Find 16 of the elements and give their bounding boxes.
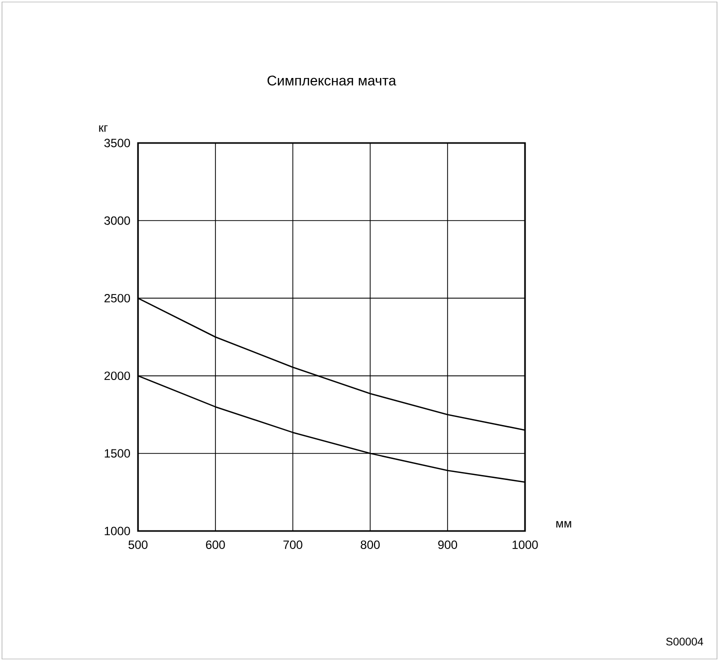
y-tick-label: 1500	[104, 449, 130, 458]
x-tick-label: 900	[438, 540, 458, 549]
y-axis-title: кг	[99, 125, 108, 132]
x-axis-title: мм	[556, 521, 572, 528]
y-tick-label: 3000	[104, 216, 130, 225]
x-tick-label: 700	[283, 540, 302, 549]
x-tick-label: 1000	[512, 540, 538, 549]
chart-title: Симплексная мачта	[268, 76, 396, 86]
y-tick-label: 3500	[104, 138, 130, 148]
x-tick-label: 800	[360, 540, 380, 549]
x-tick-label: 500	[128, 540, 148, 549]
y-tick-label: 2500	[104, 294, 130, 302]
y-tick-label: 1000	[104, 526, 130, 536]
text: S00004	[666, 638, 704, 646]
y-tick-label: 2000	[104, 372, 130, 380]
x-tick-label: 600	[206, 540, 225, 549]
